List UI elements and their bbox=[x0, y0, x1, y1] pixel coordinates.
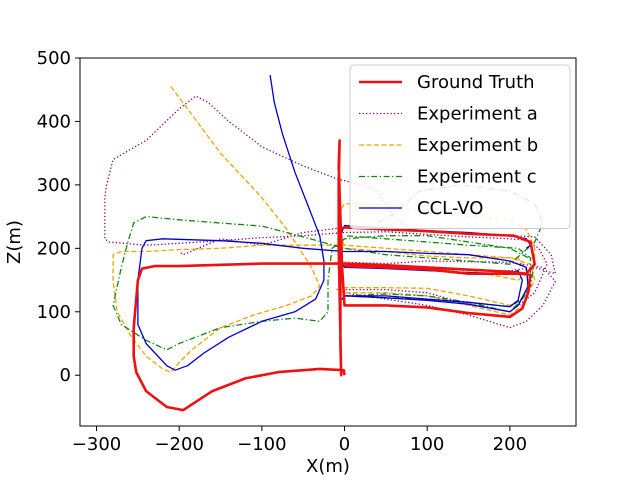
series-line-experiment-c bbox=[112, 184, 544, 351]
series-line-experiment-a bbox=[104, 95, 556, 329]
legend-label: Experiment a bbox=[417, 104, 538, 125]
y-axis-label: Z(m) bbox=[4, 220, 25, 264]
y-tick-label: 0 bbox=[60, 365, 71, 386]
y-tick-label: 400 bbox=[37, 111, 71, 132]
x-tick-label: −300 bbox=[72, 434, 121, 455]
series-line-ground-truth bbox=[132, 139, 536, 412]
legend-label: CCL-VO bbox=[417, 198, 483, 219]
ticks-layer: −300 −200 −100 0 100 200 0 100 200 300 400 500 bbox=[37, 48, 527, 455]
x-tick-label: 200 bbox=[493, 434, 527, 455]
x-axis-label: X(m) bbox=[306, 456, 350, 477]
x-tick-label: 0 bbox=[339, 434, 350, 455]
legend-label: Ground Truth bbox=[417, 72, 535, 93]
y-tick-label: 500 bbox=[37, 48, 71, 69]
y-tick-label: 100 bbox=[37, 302, 71, 323]
legend-label: Experiment b bbox=[417, 135, 538, 156]
x-tick-label: −200 bbox=[154, 434, 203, 455]
y-tick-label: 200 bbox=[37, 238, 71, 259]
x-tick-label: 100 bbox=[410, 434, 444, 455]
series-group bbox=[104, 75, 556, 412]
legend-label: Experiment c bbox=[417, 167, 537, 188]
legend-box bbox=[349, 64, 571, 229]
series-layer bbox=[104, 75, 556, 412]
legend: Ground Truth Experiment a Experiment b Expe… bbox=[349, 64, 571, 229]
plot-frame bbox=[79, 57, 577, 427]
x-tick-label: −100 bbox=[237, 434, 286, 455]
y-tick-label: 300 bbox=[37, 175, 71, 196]
